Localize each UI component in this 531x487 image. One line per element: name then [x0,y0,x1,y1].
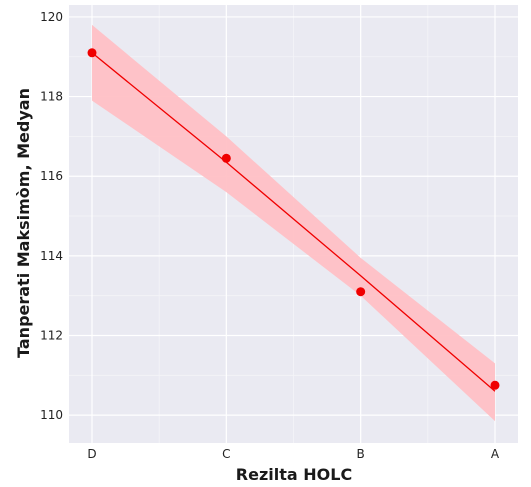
y-tick-label: 116 [40,169,63,183]
data-points [87,48,500,390]
y-tick-label: 120 [40,10,63,24]
y-axis-ticks: 110 112 114 116 118 120 [40,10,63,422]
data-point [490,380,500,390]
y-tick-label: 114 [40,249,63,263]
y-tick-label: 118 [40,90,63,104]
y-tick-label: 112 [40,328,63,342]
data-point [87,48,97,58]
confidence-band [92,24,495,422]
y-axis-label: Tanperati Maksimòm, Medyan [14,88,33,358]
x-tick-label: C [222,447,230,461]
data-point [356,287,366,297]
x-tick-label: A [491,447,500,461]
x-axis-label: Rezilta HOLC [236,465,352,484]
regression-line [91,52,496,392]
y-tick-label: 110 [40,408,63,422]
data-point [221,153,231,163]
x-tick-label: B [357,447,365,461]
x-tick-label: D [87,447,96,461]
